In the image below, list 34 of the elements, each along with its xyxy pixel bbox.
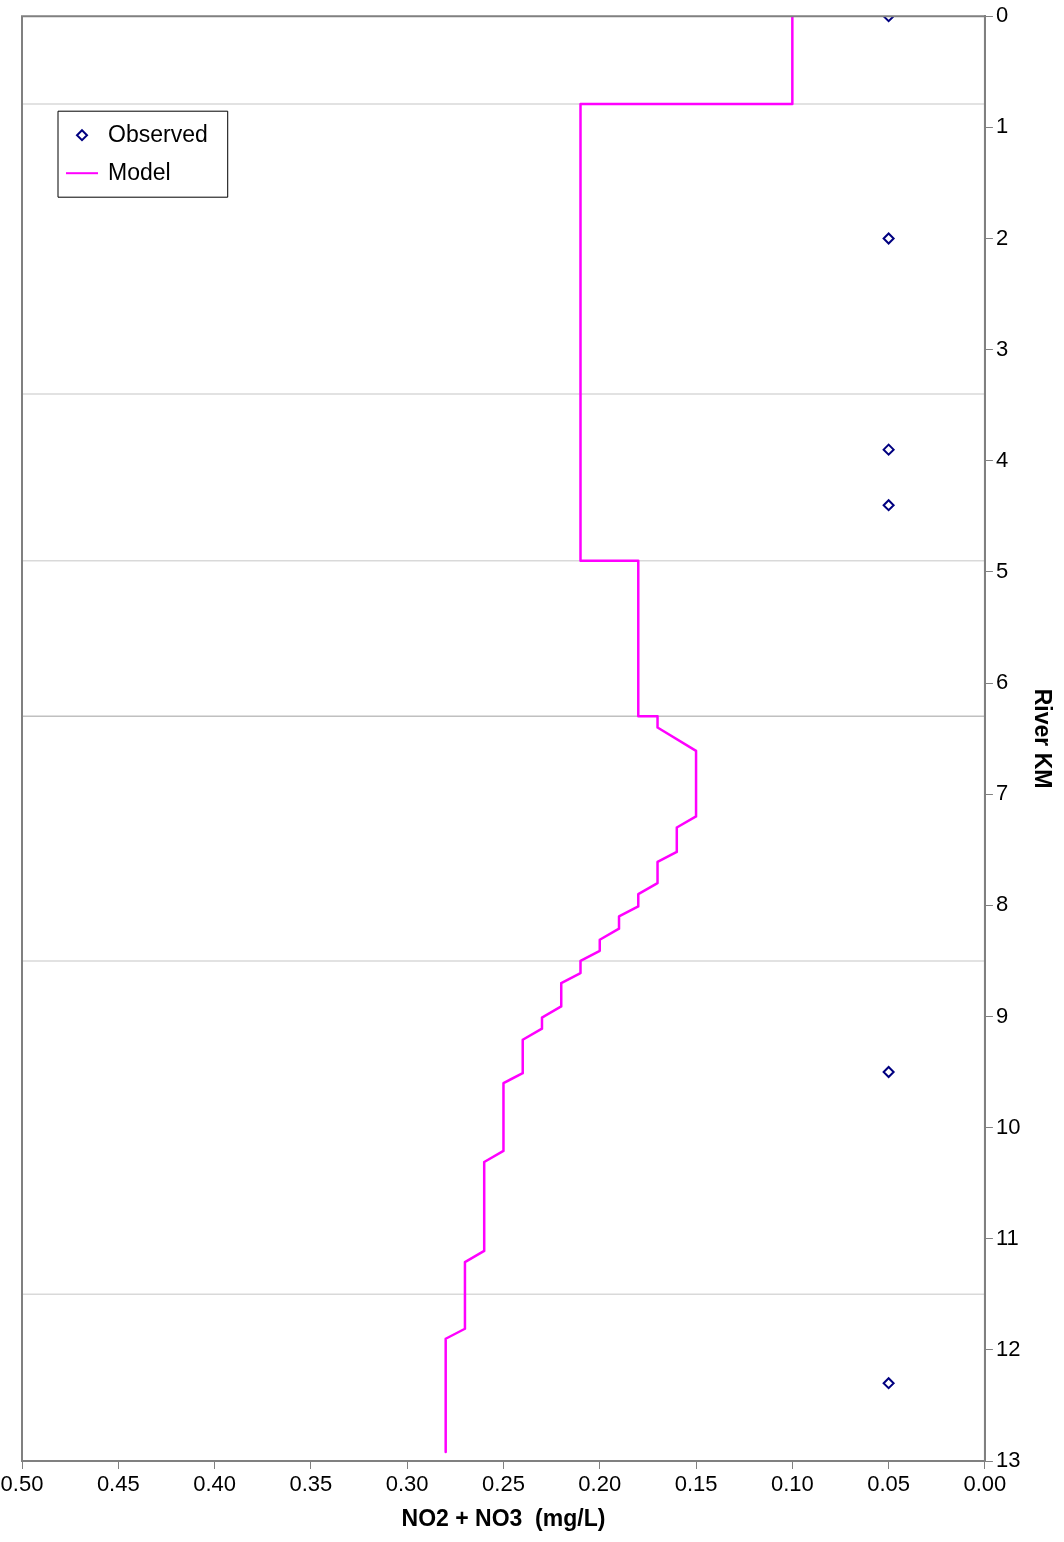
x-tick-label: 0.50 — [0, 1471, 44, 1497]
x-tick-label: 0.25 — [482, 1471, 525, 1497]
x-tick-label: 0.20 — [578, 1471, 622, 1497]
point — [882, 443, 895, 456]
y-tick-label: 0 — [995, 2, 1009, 28]
x-tick-label: 0.05 — [867, 1471, 911, 1497]
x-tick-label: 0.40 — [193, 1471, 236, 1497]
x-tick-label: 0.15 — [674, 1471, 718, 1497]
y-tick-label: 2 — [995, 224, 1009, 250]
legend-label: Model — [108, 158, 171, 185]
y-tick-label: 10 — [995, 1113, 1021, 1139]
x-tick-label: 0.10 — [770, 1471, 814, 1497]
y-tick-label: 7 — [995, 780, 1009, 806]
y-tick-label: 1 — [995, 113, 1009, 139]
point — [882, 1377, 895, 1390]
x-tick-label: 0.45 — [96, 1471, 140, 1497]
y-tick-label: 5 — [995, 557, 1009, 583]
y-tick-label: 4 — [995, 446, 1009, 472]
y-tick-label: 11 — [995, 1224, 1019, 1250]
legend-label: Observed — [108, 120, 208, 147]
x-axis-title: NO2 + NO3 (mg/L) — [401, 1504, 606, 1531]
x-tick-label: 0.35 — [289, 1471, 333, 1497]
y-axis-title: River KM — [1029, 688, 1056, 789]
y-tick-label: 12 — [995, 1335, 1021, 1361]
y-tick-label: 8 — [995, 891, 1009, 917]
point — [882, 232, 895, 245]
y-tick-label: 6 — [995, 669, 1009, 695]
x-tick-label: 0.30 — [385, 1471, 429, 1497]
y-tick-label: 3 — [995, 335, 1009, 361]
x-tick-label: 0.00 — [963, 1471, 1007, 1497]
point — [882, 1066, 895, 1079]
y-tick-label: 13 — [995, 1447, 1021, 1473]
point — [882, 499, 895, 512]
y-tick-label: 9 — [995, 1002, 1009, 1028]
